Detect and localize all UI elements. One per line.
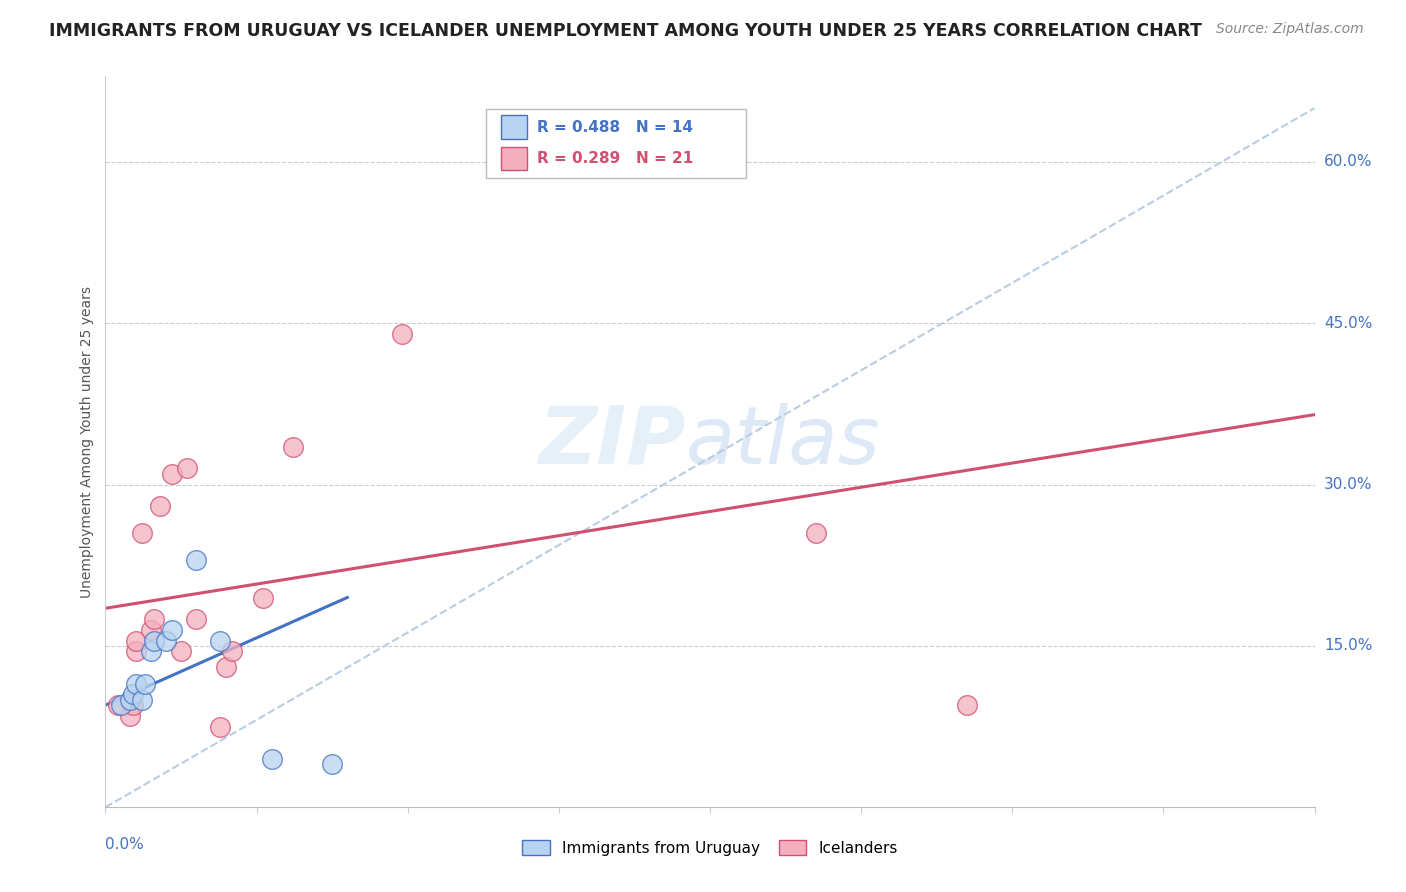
- Text: 45.0%: 45.0%: [1324, 316, 1372, 331]
- Point: [281, 440, 304, 454]
- Y-axis label: Unemployment Among Youth under 25 years: Unemployment Among Youth under 25 years: [80, 285, 94, 598]
- Point: [107, 698, 129, 712]
- Point: [139, 623, 162, 637]
- Point: [215, 660, 238, 674]
- Text: ZIP: ZIP: [538, 402, 686, 481]
- FancyBboxPatch shape: [501, 115, 527, 139]
- Point: [260, 752, 283, 766]
- Text: 15.0%: 15.0%: [1324, 639, 1372, 654]
- Point: [160, 623, 183, 637]
- Point: [149, 499, 172, 513]
- Point: [209, 633, 232, 648]
- Point: [170, 644, 193, 658]
- FancyBboxPatch shape: [501, 147, 527, 170]
- FancyBboxPatch shape: [486, 109, 747, 178]
- Point: [131, 526, 153, 541]
- Point: [176, 461, 198, 475]
- Text: R = 0.289   N = 21: R = 0.289 N = 21: [537, 151, 693, 166]
- Point: [124, 633, 148, 648]
- Point: [209, 720, 232, 734]
- Point: [186, 612, 208, 626]
- Point: [124, 676, 148, 690]
- Text: IMMIGRANTS FROM URUGUAY VS ICELANDER UNEMPLOYMENT AMONG YOUTH UNDER 25 YEARS COR: IMMIGRANTS FROM URUGUAY VS ICELANDER UNE…: [49, 22, 1202, 40]
- Point: [142, 633, 165, 648]
- Point: [155, 633, 177, 648]
- Point: [160, 467, 183, 481]
- Point: [134, 676, 156, 690]
- Text: R = 0.488   N = 14: R = 0.488 N = 14: [537, 120, 693, 135]
- Legend: Immigrants from Uruguay, Icelanders: Immigrants from Uruguay, Icelanders: [516, 834, 904, 862]
- Point: [124, 644, 148, 658]
- Text: 0.0%: 0.0%: [105, 837, 145, 852]
- Point: [131, 692, 153, 706]
- Point: [121, 687, 143, 701]
- Point: [252, 591, 274, 605]
- Point: [139, 644, 162, 658]
- Point: [186, 553, 208, 567]
- Point: [118, 708, 141, 723]
- Text: 60.0%: 60.0%: [1324, 154, 1372, 169]
- Point: [142, 612, 165, 626]
- Point: [321, 757, 343, 772]
- Point: [221, 644, 243, 658]
- Point: [118, 692, 141, 706]
- Point: [956, 698, 979, 712]
- Point: [110, 698, 132, 712]
- Point: [391, 326, 413, 341]
- Text: 30.0%: 30.0%: [1324, 477, 1372, 492]
- Point: [804, 526, 827, 541]
- Point: [121, 698, 143, 712]
- Text: atlas: atlas: [686, 402, 880, 481]
- Text: Source: ZipAtlas.com: Source: ZipAtlas.com: [1216, 22, 1364, 37]
